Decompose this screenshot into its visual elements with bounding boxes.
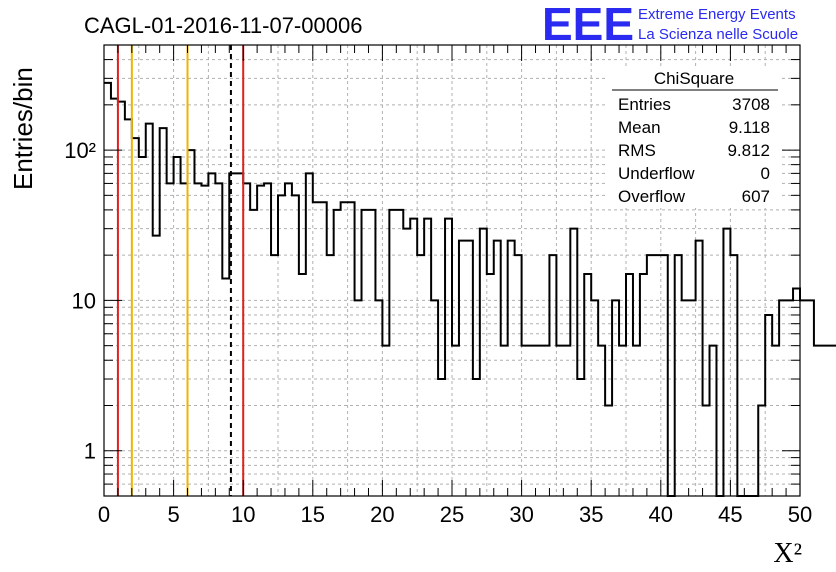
stats-value-entries: 3708 bbox=[732, 95, 770, 114]
y-tick-label: 1 bbox=[84, 439, 96, 464]
x-tick-label: 15 bbox=[301, 502, 325, 527]
histogram-series bbox=[104, 81, 836, 497]
logo-line-2: La Scienza nelle Scuole bbox=[638, 26, 798, 43]
stats-rows: Entries 3708 Mean 9.118 RMS 9.812 Underflow 0 Ov… bbox=[618, 95, 770, 206]
stats-label-underflow: Underflow bbox=[618, 164, 695, 183]
stats-label-overflow: Overflow bbox=[618, 187, 686, 206]
eee-logo: EEE Extreme Energy Events La Scienza nel… bbox=[542, 0, 798, 50]
y-axis-label: Entries/bin bbox=[8, 67, 38, 190]
histogram-layer bbox=[104, 81, 836, 497]
stats-value-mean: 9.118 bbox=[729, 118, 770, 137]
x-tick-label: 0 bbox=[98, 502, 110, 527]
x-tick-label: 50 bbox=[788, 502, 812, 527]
stats-value-overflow: 607 bbox=[742, 187, 770, 206]
y-tick-label: 10 bbox=[72, 288, 96, 313]
stats-label-rms: RMS bbox=[618, 141, 656, 160]
stats-value-underflow: 0 bbox=[761, 164, 770, 183]
stats-value-rms: 9.812 bbox=[727, 141, 770, 160]
x-tick-label: 10 bbox=[231, 502, 255, 527]
x-tick-label: 25 bbox=[440, 502, 464, 527]
x-tick-label: 30 bbox=[509, 502, 533, 527]
grid-layer bbox=[104, 45, 800, 496]
y-tick-label: 10² bbox=[64, 138, 96, 163]
x-axis-label: X² bbox=[773, 538, 802, 569]
ticks-layer: 0 5 10 15 20 25 30 35 40 45 50 1 10 10² bbox=[64, 44, 812, 527]
x-tick-label: 35 bbox=[579, 502, 603, 527]
stats-label-mean: Mean bbox=[618, 118, 661, 137]
reference-lines-layer bbox=[116, 45, 245, 496]
x-tick-label: 45 bbox=[718, 502, 742, 527]
stats-label-entries: Entries bbox=[618, 95, 671, 114]
x-tick-label: 20 bbox=[370, 502, 394, 527]
x-tick-label: 5 bbox=[167, 502, 179, 527]
logo-line-1: Extreme Energy Events bbox=[638, 6, 796, 23]
stats-box: ChiSquare Entries 3708 Mean 9.118 RMS 9.812 Un… bbox=[608, 66, 780, 208]
x-tick-label: 40 bbox=[649, 502, 673, 527]
logo-mark: EEE bbox=[542, 0, 634, 50]
chart-title: CAGL-01-2016-11-07-00006 bbox=[84, 13, 362, 38]
stats-title: ChiSquare bbox=[654, 69, 734, 88]
